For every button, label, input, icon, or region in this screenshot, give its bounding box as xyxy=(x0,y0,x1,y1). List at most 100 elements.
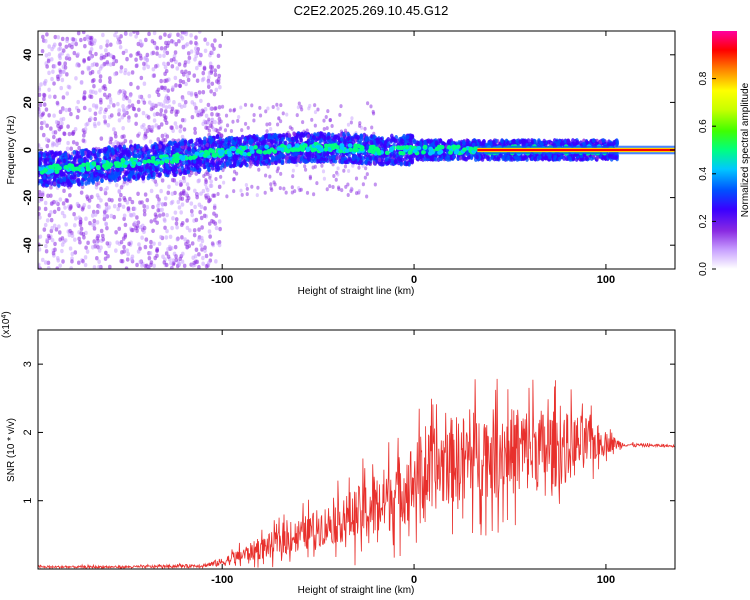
spectrogram-band-point xyxy=(372,134,376,140)
spectrogram-speckle xyxy=(125,105,130,111)
spectrogram-speckle xyxy=(168,234,173,240)
spectrogram-speckle xyxy=(189,208,194,214)
spectrogram-speckle xyxy=(217,73,222,79)
spectrogram-speckle xyxy=(336,172,340,177)
spectrogram-speckle xyxy=(173,50,178,55)
spectrogram-speckle xyxy=(183,63,187,68)
spectrogram-speckle xyxy=(209,106,213,111)
spectrogram-band-point xyxy=(224,155,229,161)
spectrogram-speckle xyxy=(40,257,45,263)
spectrogram-speckle xyxy=(256,185,260,190)
spectrogram-speckle xyxy=(275,102,279,107)
spectrogram-speckle xyxy=(363,126,367,131)
spectrogram-speckle xyxy=(47,235,52,241)
spectrogram-speckle xyxy=(149,244,153,249)
spectrogram-band-point xyxy=(100,178,104,184)
spectrogram-speckle xyxy=(104,202,109,207)
spectrogram-speckle xyxy=(86,67,91,72)
spectrogram-speckle xyxy=(136,191,140,196)
spectrogram-speckle xyxy=(38,193,42,198)
spectrogram-speckle xyxy=(240,128,244,133)
spectrogram-speckle xyxy=(125,95,129,101)
spectrogram-speckle xyxy=(173,121,178,126)
spectrogram-speckle xyxy=(67,107,72,113)
spectrogram-speckle xyxy=(48,94,52,99)
spectrogram-band-point xyxy=(526,138,531,144)
figure-title: C2E2.2025.269.10.45.G12 xyxy=(294,3,449,18)
spectrogram-speckle xyxy=(197,90,202,95)
spectrogram-band-point xyxy=(213,142,218,148)
spectrogram-speckle xyxy=(78,220,83,225)
spectrogram-speckle xyxy=(250,184,254,189)
spectrogram-speckle xyxy=(73,250,78,255)
spectrogram-speckle xyxy=(113,32,117,38)
spectrogram-speckle xyxy=(45,123,49,128)
spectrogram-speckle xyxy=(347,169,351,174)
spectrogram-speckle xyxy=(68,246,73,251)
spectrogram-speckle xyxy=(269,126,273,131)
spectrogram-speckle xyxy=(43,206,48,212)
spectrogram-speckle xyxy=(59,85,64,91)
spectrogram-speckle xyxy=(190,114,195,120)
spectrogram-speckle xyxy=(187,228,192,233)
spectrogram-speckle xyxy=(305,190,310,195)
spectrogram-speckle xyxy=(202,174,206,179)
spectrogram-speckle xyxy=(141,110,146,116)
spectrogram-speckle xyxy=(152,73,157,78)
spectrogram-band-point xyxy=(434,140,439,146)
spectrogram-speckle xyxy=(95,256,99,261)
spectrogram-speckle xyxy=(165,134,170,139)
spectrogram-speckle xyxy=(65,198,70,204)
spectrogram-speckle xyxy=(159,78,163,84)
spectrogram-speckle xyxy=(175,237,180,242)
spectrogram-speckle xyxy=(194,217,199,223)
spectrogram-speckle xyxy=(170,39,174,44)
spectrogram-speckle xyxy=(58,197,63,202)
spectrogram-speckle xyxy=(214,176,218,181)
spectrogram-band-point xyxy=(287,133,292,138)
spectrogram-band-point xyxy=(423,139,427,145)
spectrogram-speckle xyxy=(70,259,74,264)
spectrogram-band-point xyxy=(118,144,123,150)
spectrogram-speckle xyxy=(171,85,175,90)
spectrogram-speckle xyxy=(41,34,45,40)
spectrogram-speckle xyxy=(363,175,367,180)
spectrogram-speckle xyxy=(82,59,86,64)
spectrogram-speckle xyxy=(71,140,76,145)
spectrogram-speckle xyxy=(198,52,203,57)
spectrogram-speckle xyxy=(42,227,47,232)
spectrogram-speckle xyxy=(64,107,69,113)
spectrogram-speckle xyxy=(50,225,54,231)
spectrogram-speckle xyxy=(172,100,176,105)
spectrogram-speckle xyxy=(113,71,117,77)
spectrogram-speckle xyxy=(99,186,103,192)
spectrogram-speckle xyxy=(276,166,280,171)
spectrogram-speckle xyxy=(117,108,122,113)
spectrogram-speckle xyxy=(65,38,69,44)
spectrogram-speckle xyxy=(121,236,126,241)
spectrogram-speckle xyxy=(290,185,294,190)
spectrogram-speckle xyxy=(136,50,141,56)
spectrogram-speckle xyxy=(127,115,131,120)
spectrogram-speckle xyxy=(297,101,301,106)
spectrogram-speckle xyxy=(195,78,200,83)
spectrogram-speckle xyxy=(137,94,142,99)
spectrogram-band-point xyxy=(506,155,511,161)
spectrogram-speckle xyxy=(179,182,183,187)
spectrogram-speckle xyxy=(252,112,256,117)
spectrogram-speckle xyxy=(142,204,146,209)
spectrogram-speckle xyxy=(99,198,103,203)
spectrogram-speckle xyxy=(204,177,208,182)
spectrogram-speckle xyxy=(103,119,107,124)
spectrogram-speckle xyxy=(193,254,198,259)
spectrogram-speckle xyxy=(151,50,156,56)
spectrogram-speckle xyxy=(137,107,141,112)
spectrogram-speckle xyxy=(132,31,136,34)
spectrogram-speckle xyxy=(109,136,114,142)
spectrogram-speckle xyxy=(103,86,108,92)
spectrogram-speckle xyxy=(203,37,207,42)
spectrogram-speckle xyxy=(144,37,148,43)
spectrogram-speckle xyxy=(43,78,48,84)
spectrogram-speckle xyxy=(162,217,167,222)
spectrogram-speckle xyxy=(158,35,163,40)
